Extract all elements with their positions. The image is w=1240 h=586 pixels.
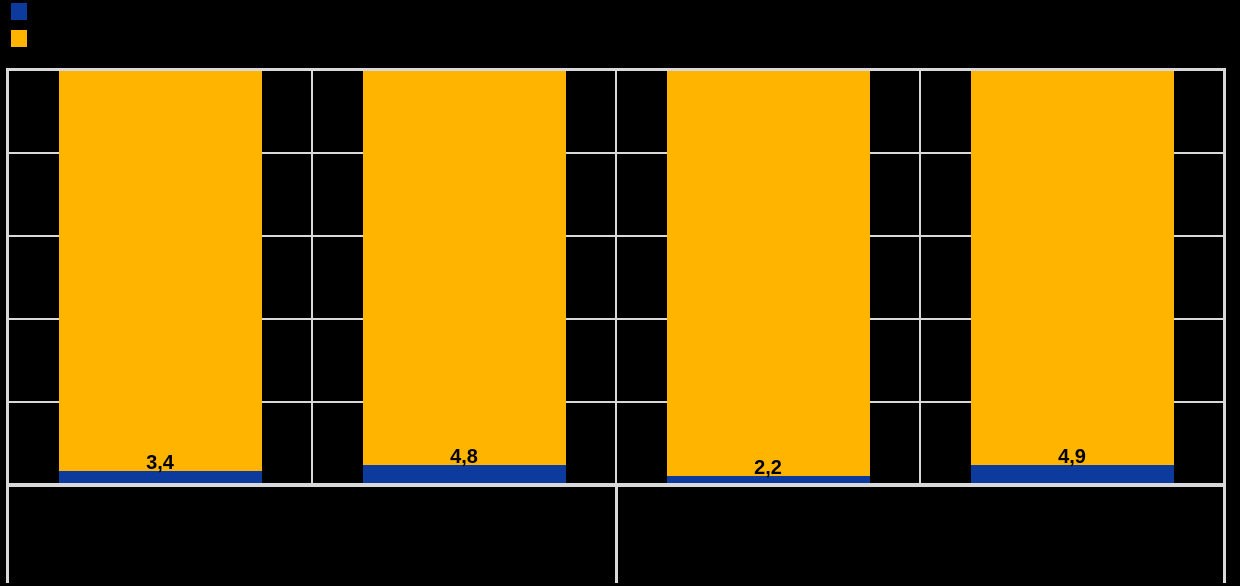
legend-swatch-series-1-icon — [11, 3, 27, 20]
bar-segment-series-1 — [970, 464, 1174, 485]
bar-segment-series-2 — [970, 70, 1174, 465]
data-label-series-1: 4,9 — [1058, 445, 1086, 468]
legend-item-series-2 — [11, 30, 27, 70]
legend-item-series-1 — [11, 3, 27, 43]
bar-segment-series-1 — [666, 475, 870, 485]
data-label-series-1: 2,2 — [754, 456, 782, 479]
plot-border-left — [6, 68, 9, 583]
bar-segment-series-2 — [666, 70, 870, 476]
bar-segment-series-1 — [362, 465, 566, 485]
gridline-vertical — [311, 70, 313, 485]
gridline-vertical — [615, 70, 617, 485]
legend-swatch-series-2-icon — [11, 30, 27, 47]
bar-segment-series-2 — [362, 70, 566, 466]
data-label-series-1: 3,4 — [146, 451, 174, 474]
data-label-series-1: 4,8 — [450, 446, 478, 469]
plot-area: 3,4 4,8 2,2 4,9 — [8, 70, 1224, 485]
bar-segment-series-2 — [58, 70, 262, 471]
bar-segment-series-1 — [58, 470, 262, 485]
plot-border-top — [6, 68, 1226, 71]
plot-border-right — [1223, 68, 1226, 583]
category-group-divider — [615, 485, 618, 583]
gridline-vertical — [919, 70, 921, 485]
